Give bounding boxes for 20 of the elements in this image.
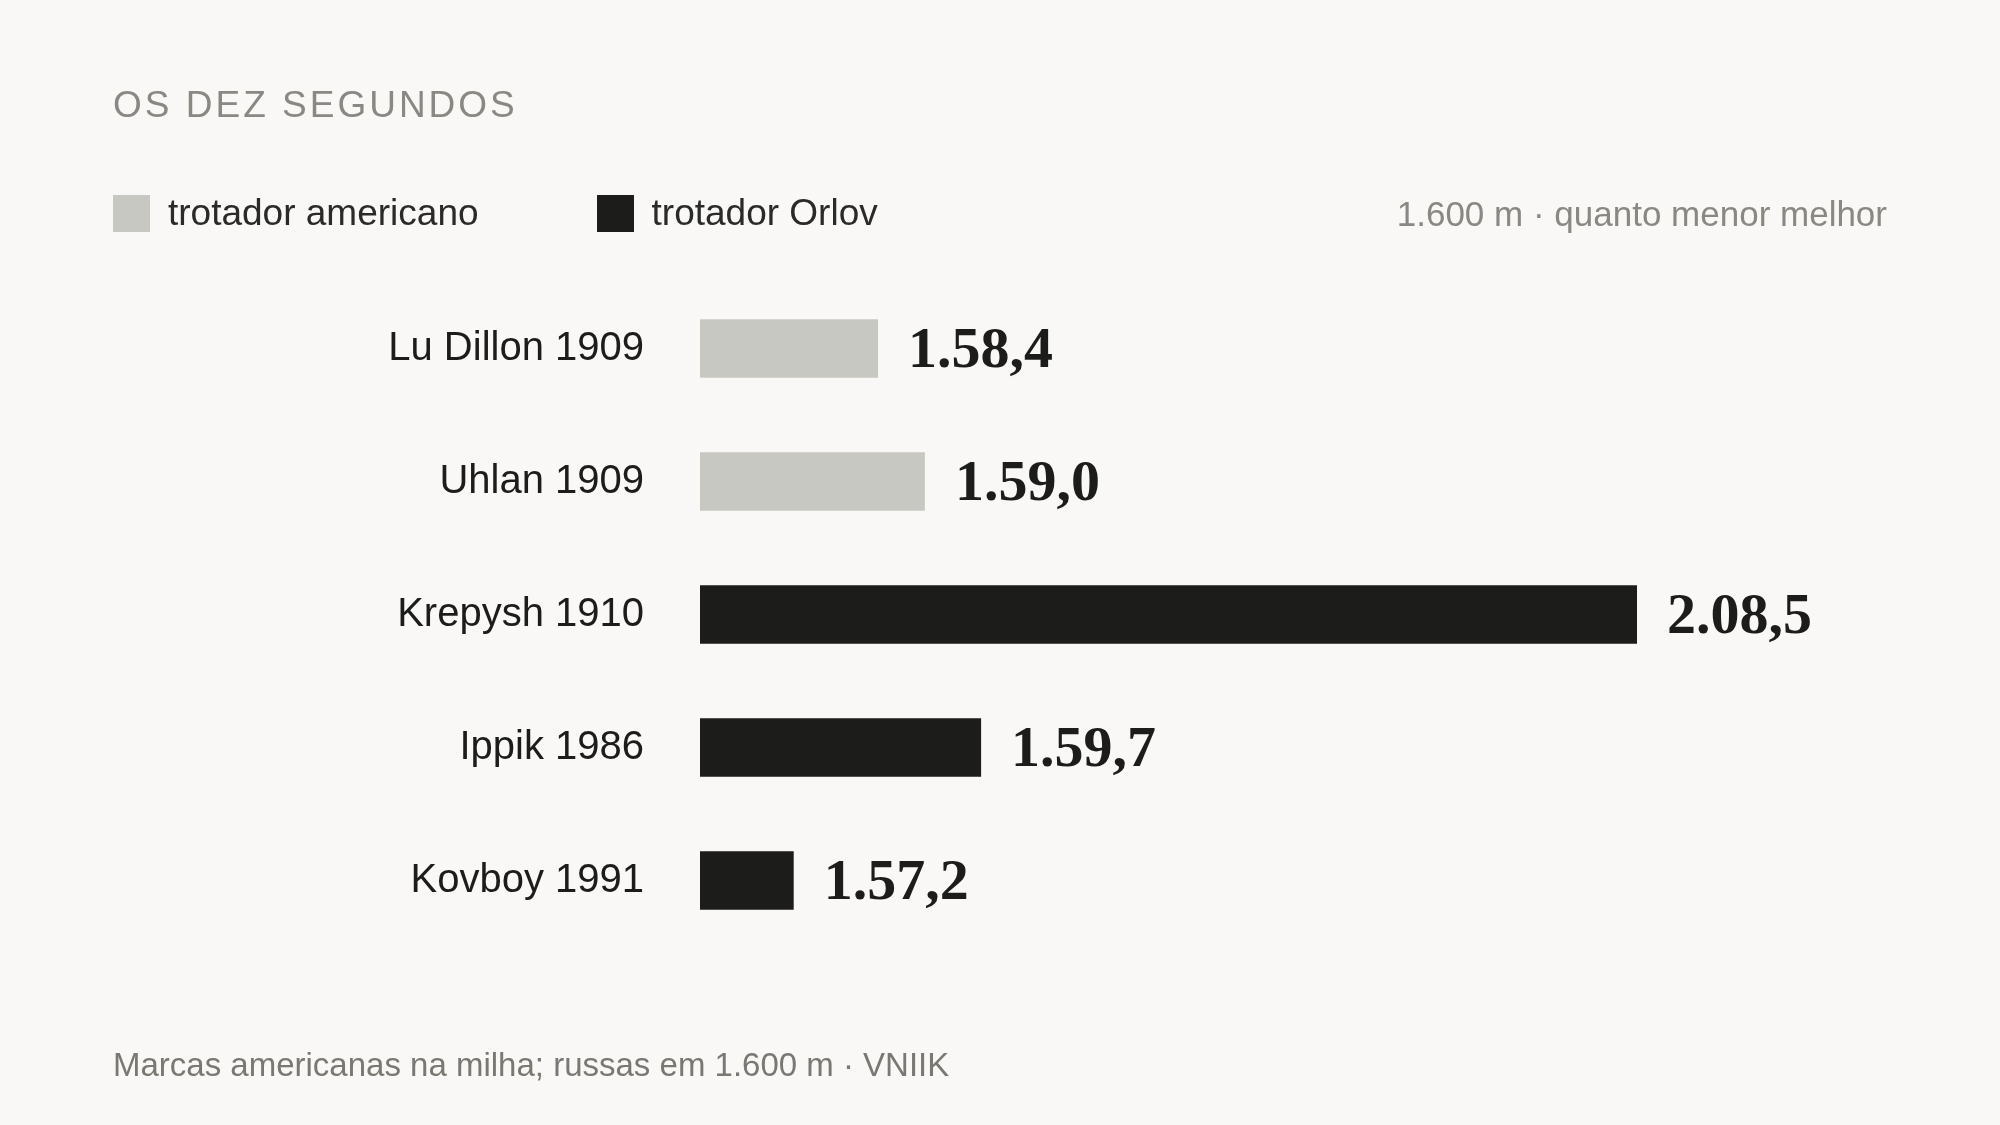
legend-label: trotador Orlov — [651, 192, 878, 234]
chart-subtitle: 1.600 m · quanto menor melhor — [1396, 194, 1887, 234]
text: 1.58,4 — [908, 315, 1054, 381]
bar — [700, 319, 879, 378]
y-tick-label: Lu Dillon 1909 — [388, 323, 644, 368]
text: 2.08,5 — [1667, 581, 1812, 647]
y-tick-label: Ippik 1986 — [459, 722, 644, 767]
text: 1.59,0 — [954, 448, 1100, 514]
y-tick-label: Krepysh 1910 — [397, 589, 644, 634]
text: 1.59,7 — [1011, 714, 1157, 780]
bar — [700, 585, 1637, 644]
text: 1.57,2 — [823, 847, 969, 913]
y-tick-label: Uhlan 1909 — [439, 456, 644, 501]
text: Marcas americanas na milha; russas em 1.600 m · VNIIK — [113, 1046, 950, 1084]
bar — [700, 452, 925, 511]
bar — [700, 718, 982, 777]
text: OS DEZ SEGUNDOS — [113, 84, 518, 126]
bar — [700, 851, 794, 910]
legend-label: trotador americano — [168, 192, 479, 234]
y-tick-label: Kovboy 1991 — [410, 855, 644, 900]
